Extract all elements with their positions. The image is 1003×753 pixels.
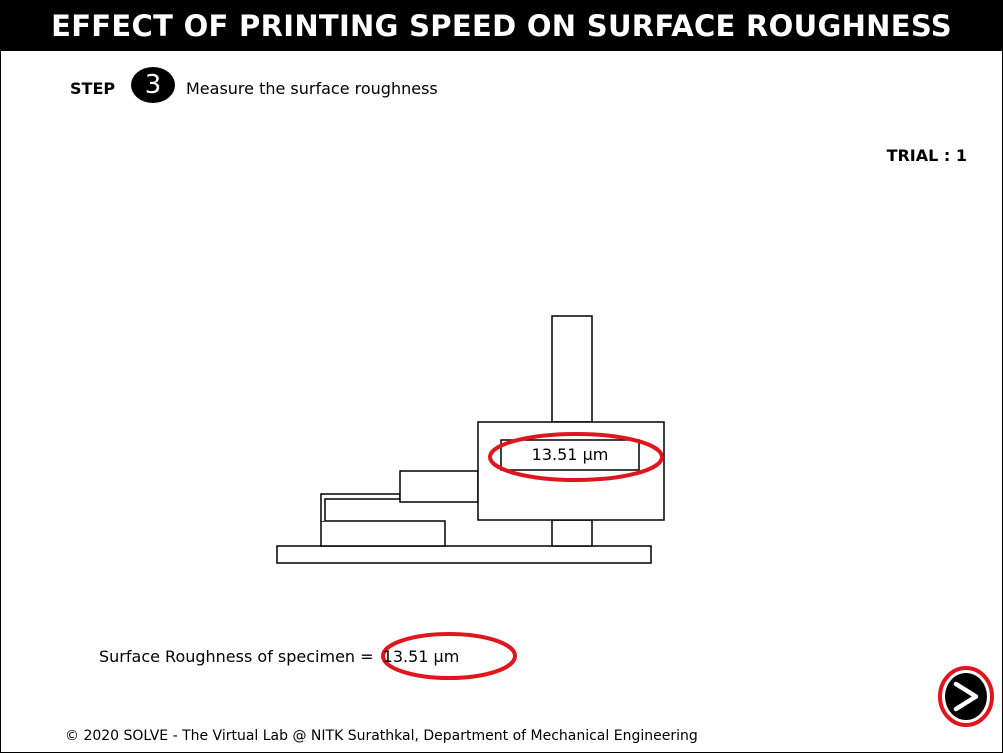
probe-stylus [320, 493, 401, 521]
step-instruction: Measure the surface roughness [186, 79, 438, 98]
column-upper [551, 315, 593, 423]
page-title: EFFECT OF PRINTING SPEED ON SURFACE ROUG… [1, 1, 1002, 51]
specimen-block [320, 520, 446, 547]
result-value: 13.51 µm [382, 647, 460, 666]
next-button[interactable] [938, 666, 994, 727]
result-label: Surface Roughness of specimen [99, 647, 356, 666]
step-label: STEP [70, 79, 116, 98]
roughness-result: Surface Roughness of specimen = 13.51 µm [99, 647, 459, 667]
step-number-badge: 3 [131, 67, 175, 103]
display-highlight-circle [488, 432, 664, 482]
column-lower [551, 519, 593, 547]
display-panel [500, 439, 640, 471]
base-plate [276, 545, 652, 564]
probe-arm [399, 470, 479, 503]
copyright-footer: © 2020 SOLVE - The Virtual Lab @ NITK Su… [65, 728, 698, 744]
device-display-reading: 13.51 µm [531, 445, 609, 464]
trial-indicator: TRIAL : 1 [886, 146, 967, 165]
result-equals: = [360, 647, 374, 666]
next-arrow-icon [938, 666, 994, 727]
result-highlight-circle [381, 632, 517, 680]
